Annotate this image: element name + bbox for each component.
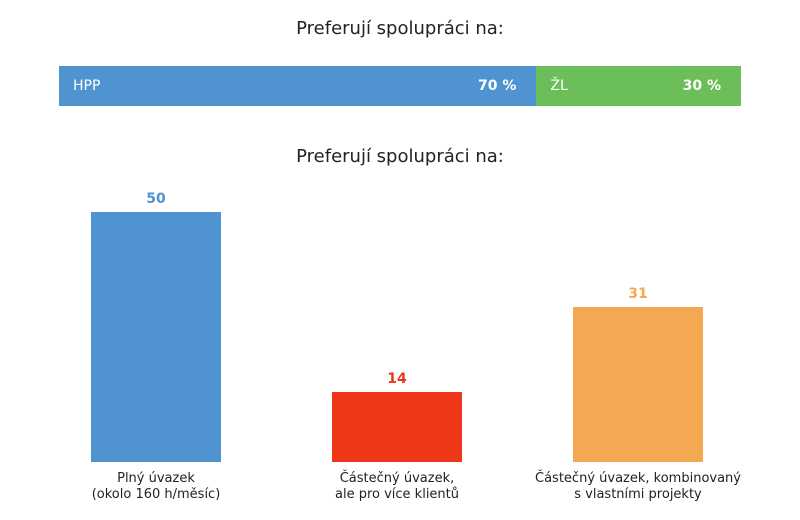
segment-name: ŽL <box>550 78 568 94</box>
bar-value-label: 50 <box>146 191 166 207</box>
segment-percent: 30 % <box>682 78 721 94</box>
segment-name: HPP <box>73 78 101 94</box>
category-label: Plný úvazek <box>117 471 195 486</box>
bar-1 <box>91 212 221 462</box>
chart-title-stacked: Preferují spolupráci na: <box>296 18 504 39</box>
stacked-bar: HPP 70 % ŽL 30 % <box>59 66 741 106</box>
bar-3 <box>573 307 703 462</box>
stacked-segment-1: HPP 70 % <box>59 66 537 106</box>
category-label: s vlastními projekty <box>574 487 702 502</box>
category-label: Částečný úvazek, kombinovaný <box>535 470 741 486</box>
category-label: ale pro více klientů <box>335 487 459 502</box>
category-label: (okolo 160 h/měsíc) <box>92 487 221 502</box>
category-label: Částečný úvazek, <box>340 470 455 486</box>
stacked-segment-2: ŽL 30 % <box>536 66 741 106</box>
bar-2 <box>332 392 462 462</box>
bar-value-label: 14 <box>387 371 407 387</box>
segment-percent: 70 % <box>478 78 517 94</box>
bar-value-label: 31 <box>628 286 647 302</box>
chart-title-columns: Preferují spolupráci na: <box>296 146 504 167</box>
